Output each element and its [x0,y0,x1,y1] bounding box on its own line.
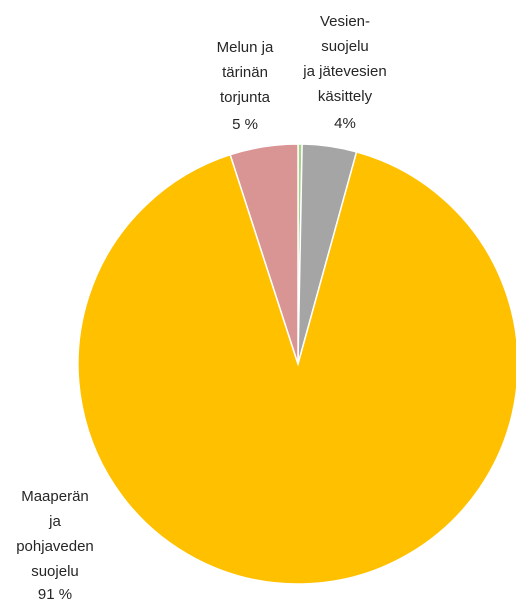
pie-slice [229,143,299,365]
slice-label: Vesien-suojelu ja jätevesien käsittely [302,13,386,105]
pie-slice [77,151,516,585]
slice-value-label: 5 % [232,116,258,133]
slice-value-label: 4% [334,115,356,132]
slice-label: Melun ja tärinän torjunta [217,39,274,106]
slice-label: Maaperän ja pohjaveden suojelu [16,488,94,580]
slice-value-label: 91 % [38,586,72,603]
